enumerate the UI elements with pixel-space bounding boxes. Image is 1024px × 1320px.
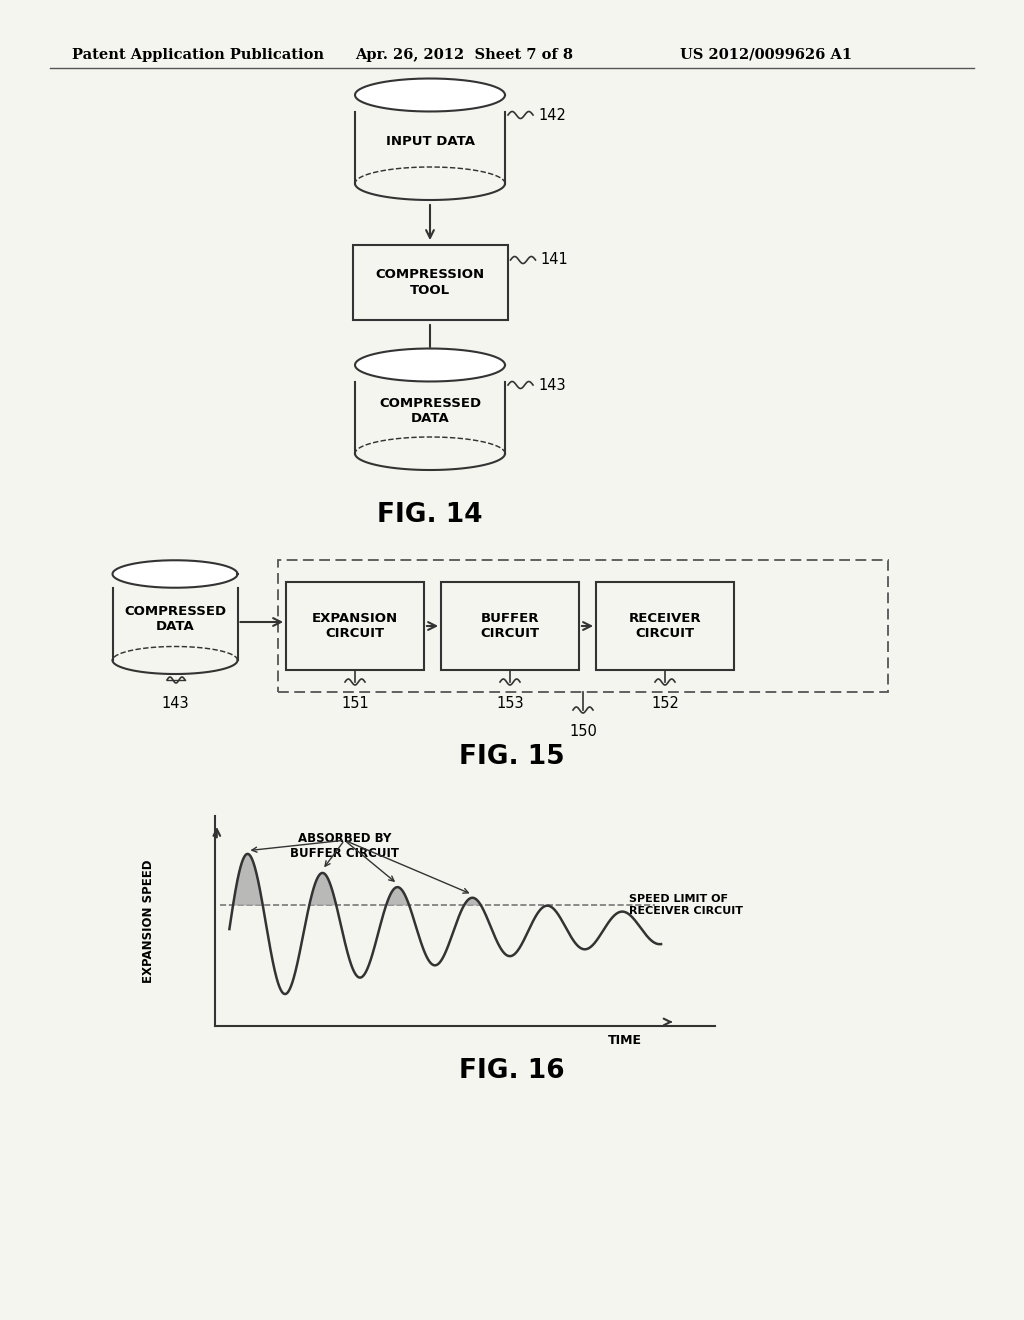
Text: COMPRESSED
DATA: COMPRESSED DATA [124, 605, 226, 632]
Text: 143: 143 [161, 696, 188, 711]
Bar [352, 246, 508, 319]
Bar [596, 582, 734, 671]
Polygon shape [113, 560, 238, 587]
Bar [278, 560, 888, 692]
Text: US 2012/0099626 A1: US 2012/0099626 A1 [680, 48, 852, 62]
Text: 143: 143 [538, 378, 565, 392]
Text: 152: 152 [651, 696, 679, 711]
Text: FIG. 16: FIG. 16 [459, 1059, 565, 1084]
Bar [286, 582, 424, 671]
Text: TIME: TIME [608, 1034, 642, 1047]
Text: 153: 153 [497, 696, 524, 711]
Text: FIG. 14: FIG. 14 [377, 502, 482, 528]
Text: RECEIVER
CIRCUIT: RECEIVER CIRCUIT [629, 612, 701, 640]
Text: 151: 151 [341, 696, 369, 711]
Text: 142: 142 [538, 107, 566, 123]
Text: 150: 150 [569, 723, 597, 739]
Text: ABSORBED BY
BUFFER CIRCUIT: ABSORBED BY BUFFER CIRCUIT [290, 832, 399, 861]
Text: BUFFER
CIRCUIT: BUFFER CIRCUIT [480, 612, 540, 640]
Text: Apr. 26, 2012  Sheet 7 of 8: Apr. 26, 2012 Sheet 7 of 8 [355, 48, 573, 62]
Bar [441, 582, 579, 671]
Text: COMPRESSION
TOOL: COMPRESSION TOOL [376, 268, 484, 297]
Text: INPUT DATA: INPUT DATA [385, 135, 474, 148]
Polygon shape [355, 78, 505, 111]
Text: 141: 141 [541, 252, 568, 268]
Polygon shape [355, 348, 505, 381]
Text: EXPANSION SPEED: EXPANSION SPEED [142, 859, 155, 983]
Text: FIG. 15: FIG. 15 [459, 744, 565, 770]
Text: SPEED LIMIT OF
RECEIVER CIRCUIT: SPEED LIMIT OF RECEIVER CIRCUIT [629, 894, 743, 916]
Text: EXPANSION
CIRCUIT: EXPANSION CIRCUIT [312, 612, 398, 640]
Text: Patent Application Publication: Patent Application Publication [72, 48, 324, 62]
Text: COMPRESSED
DATA: COMPRESSED DATA [379, 397, 481, 425]
